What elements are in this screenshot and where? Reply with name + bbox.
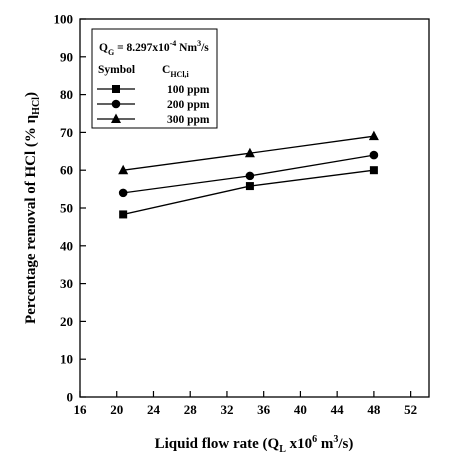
data-point-300-ppm-2 [368,130,379,141]
x-tick-label-40: 40 [294,402,307,417]
y-tick-label-70: 70 [60,125,73,140]
y-tick-label-10: 10 [60,352,73,367]
data-point-200-ppm-0 [118,188,128,198]
y-tick-label-30: 30 [60,276,73,291]
x-axis-title: Liquid flow rate (QL x106 m3/s) [155,434,354,455]
data-point-300-ppm-0 [118,164,129,175]
legend-header-symbol: Symbol [98,64,135,76]
y-tick-label-20: 20 [60,314,73,329]
data-point-100-ppm-2 [369,166,378,175]
axis-ticks: 16 20 24 28 32 36 40 44 48 52 0 10 20 30 40 50 60 70 80 90 1… [54,12,418,418]
legend-marker-200-ppm [111,99,121,109]
y-tick-label-80: 80 [60,87,73,102]
data-point-300-ppm-1 [244,147,255,158]
legend-header-concentration: CHCl,i [162,64,190,79]
x-tick-label-28: 28 [184,402,198,417]
x-tick-label-48: 48 [367,402,381,417]
data-point-100-ppm-0 [119,210,128,219]
y-tick-label-50: 50 [60,201,73,216]
legend-entries: 100 ppm 200 ppm 300 ppm [97,84,210,126]
legend-label-100-ppm: 100 ppm [167,84,210,96]
data-point-100-ppm-1 [245,182,254,191]
x-tick-label-36: 36 [257,402,271,417]
y-tick-label-60: 60 [60,163,73,178]
legend-marker-100-ppm [112,85,120,93]
y-tick-label-0: 0 [67,390,74,405]
x-tick-label-20: 20 [110,402,123,417]
data-point-200-ppm-1 [245,171,255,181]
y-tick-label-100: 100 [54,12,74,27]
legend-label-200-ppm: 200 ppm [167,99,210,111]
legend-box [91,28,218,129]
legend-label-300-ppm: 300 ppm [167,114,210,126]
data-point-200-ppm-2 [369,150,379,160]
y-tick-label-40: 40 [60,238,73,253]
legend-marker-300-ppm [111,113,121,123]
x-tick-label-24: 24 [147,402,161,417]
x-tick-label-16: 16 [74,402,88,417]
y-tick-label-90: 90 [60,49,73,64]
series-layer [118,130,379,219]
x-tick-label-52: 52 [404,402,417,417]
x-tick-label-32: 32 [220,402,233,417]
legend-condition: QG = 8.297x10-4 Nm3/s [99,39,209,57]
y-axis-title: Percentage removal of HCl (% ηHCl) [23,92,42,324]
x-tick-label-44: 44 [331,402,345,417]
